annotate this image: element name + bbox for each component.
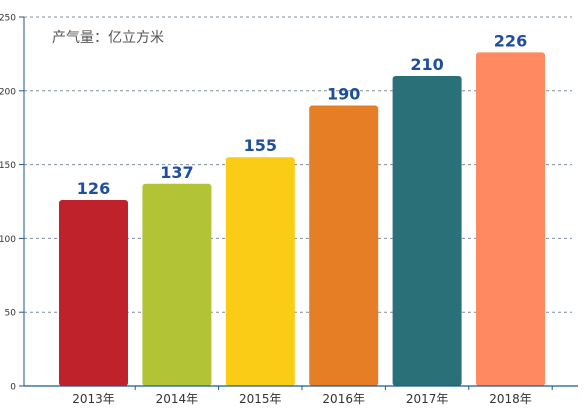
- labels-layer: 0 50 100 150 200 250 126 2013年 137 2014年 155 2015年 1…: [0, 14, 532, 407]
- y-tick-label: 0: [10, 383, 16, 393]
- bar: [142, 183, 212, 386]
- y-tick-label: 200: [0, 87, 16, 97]
- bar: [309, 105, 379, 386]
- bar: [225, 157, 295, 386]
- x-tick-label: 2014年: [156, 392, 199, 406]
- data-label: 126: [77, 179, 110, 198]
- y-tick-label: 250: [0, 14, 16, 24]
- data-label: 210: [410, 55, 443, 74]
- bar: [392, 76, 462, 386]
- data-label: 155: [244, 136, 277, 155]
- data-label: 137: [160, 163, 193, 182]
- unit-label: 产气量：亿立方米: [52, 30, 164, 46]
- x-tick-label: 2017年: [406, 392, 449, 406]
- bar: [476, 52, 545, 386]
- bars-layer: [59, 52, 545, 386]
- x-tick-label: 2018年: [489, 392, 532, 406]
- axis-layer: [19, 16, 578, 390]
- x-tick-label: 2016年: [322, 392, 365, 406]
- y-tick-label: 50: [5, 309, 17, 319]
- x-tick-label: 2015年: [239, 392, 282, 406]
- y-tick-label: 100: [0, 235, 16, 245]
- x-tick-label: 2013年: [72, 392, 115, 406]
- data-label: 190: [327, 85, 360, 104]
- data-label: 226: [494, 31, 527, 50]
- y-tick-label: 150: [0, 161, 16, 171]
- bar: [59, 200, 128, 386]
